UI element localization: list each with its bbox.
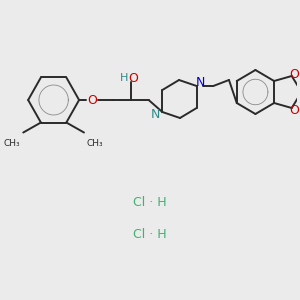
Text: Cl · H: Cl · H [133,196,167,209]
Text: O: O [87,94,97,106]
Text: CH₃: CH₃ [87,139,104,148]
Text: CH₃: CH₃ [4,139,20,148]
Text: H: H [120,73,128,83]
Text: O: O [290,103,300,116]
Text: N: N [196,76,205,89]
Text: O: O [290,68,300,80]
Text: Cl · H: Cl · H [133,229,167,242]
Text: O: O [128,71,138,85]
Text: N: N [151,107,160,121]
